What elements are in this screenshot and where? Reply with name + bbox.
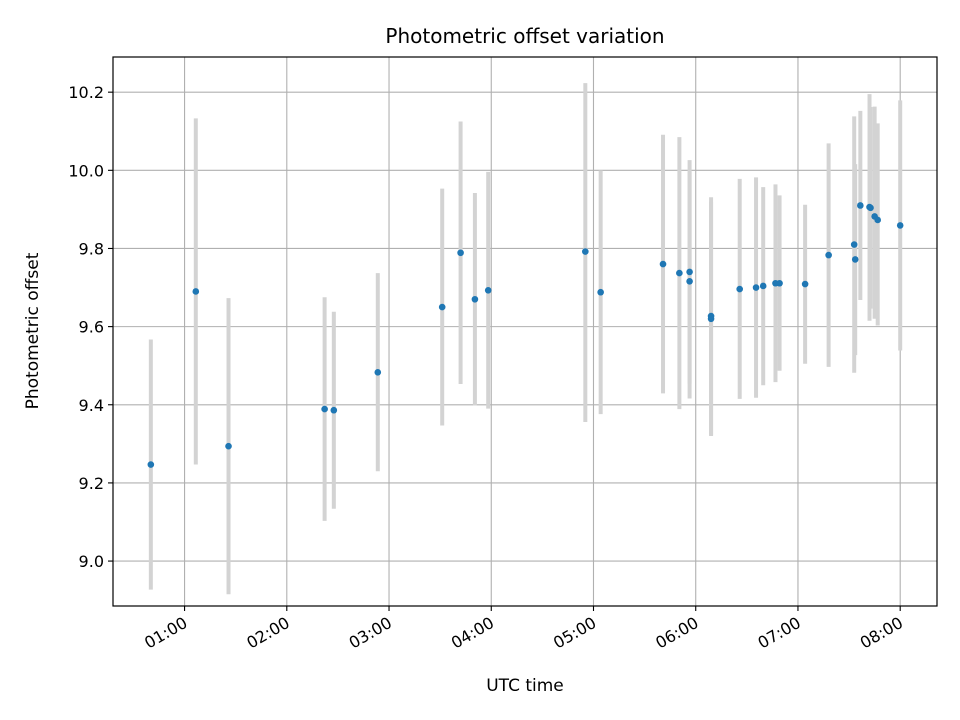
y-tick-label: 9.0 [79,552,104,571]
data-point [582,248,589,255]
data-point [851,256,859,263]
data-point [867,204,874,212]
data-point [850,241,858,248]
data-point [471,295,479,303]
y-tick-label: 10.0 [68,161,104,180]
y-tick-label: 9.4 [79,396,104,415]
data-point [801,280,809,288]
data-point [597,288,604,296]
data-point [676,269,683,277]
data-point [225,442,232,450]
x-axis-title: UTC time [486,676,564,696]
data-point [321,405,328,413]
y-tick-label: 10.2 [68,83,104,102]
data-point [457,249,464,257]
data-point [707,315,715,323]
data-point [752,284,760,291]
y-tick-label: 9.2 [79,474,104,493]
y-tick-label: 9.8 [79,239,104,258]
chart-title: Photometric offset variation [385,24,664,48]
plot-background [113,57,937,606]
data-point [484,286,492,294]
data-point [686,268,693,276]
y-axis-ticks: 9.0 9.2 9.4 9.6 9.8 10.0 10.2 [68,83,113,571]
y-axis-title: Photometric offset [23,252,43,409]
data-point [147,461,155,468]
data-point [759,282,767,290]
data-point [874,216,882,224]
data-point [857,202,864,209]
data-point [896,222,904,229]
data-point [825,251,832,259]
plot-frame [112,56,938,607]
data-point [659,260,667,268]
data-point [776,279,783,287]
data-point [192,288,200,295]
data-point [736,285,743,293]
data-point [330,406,338,414]
data-point [686,277,693,285]
data-point [438,303,446,311]
y-tick-label: 9.6 [79,318,104,337]
data-point [374,369,382,376]
data-points [147,202,904,468]
